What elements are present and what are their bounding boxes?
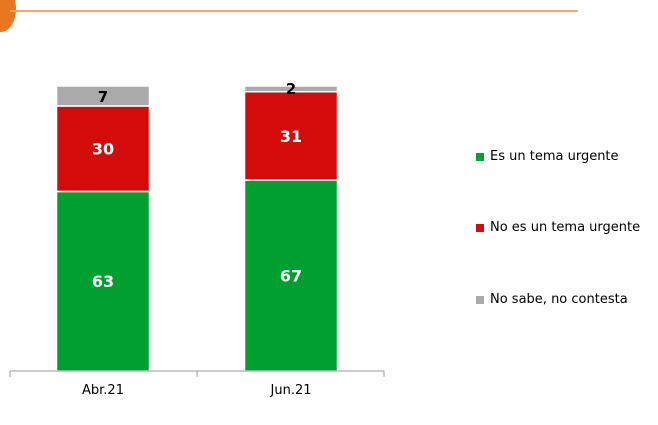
data-label-no-answer-1: 7 bbox=[98, 88, 108, 106]
legend-swatch-urgent bbox=[476, 152, 484, 161]
x-tick-label-1: Abr.21 bbox=[82, 383, 124, 398]
legend-swatch-not-urgent bbox=[476, 223, 484, 232]
data-label-urgent-2: 67 bbox=[280, 267, 302, 286]
bar-segment-no-answer-2 bbox=[243, 85, 339, 93]
header-rule bbox=[10, 10, 578, 12]
legend-item-urgent: Es un tema urgente bbox=[476, 149, 619, 164]
legend-item-no-answer: No sabe, no contesta bbox=[476, 292, 628, 307]
bar-segment-no-answer-1 bbox=[55, 85, 151, 107]
x-tick-label-2: Jun.21 bbox=[270, 383, 312, 398]
data-label-not-urgent-1: 30 bbox=[92, 140, 114, 159]
bar-segment-urgent-1 bbox=[55, 190, 151, 372]
data-label-no-answer-2: 2 bbox=[286, 80, 296, 98]
data-label-urgent-1: 63 bbox=[92, 272, 114, 291]
corner-accent-shape bbox=[0, 0, 16, 32]
data-label-not-urgent-2: 31 bbox=[280, 127, 302, 146]
legend-label-no-answer: No sabe, no contesta bbox=[490, 292, 628, 307]
legend-label-not-urgent: No es un tema urgente bbox=[490, 220, 641, 235]
legend-label-urgent: Es un tema urgente bbox=[490, 149, 619, 164]
legend-swatch-no-answer bbox=[476, 295, 484, 304]
legend-item-not-urgent: No es un tema urgente bbox=[476, 220, 640, 235]
